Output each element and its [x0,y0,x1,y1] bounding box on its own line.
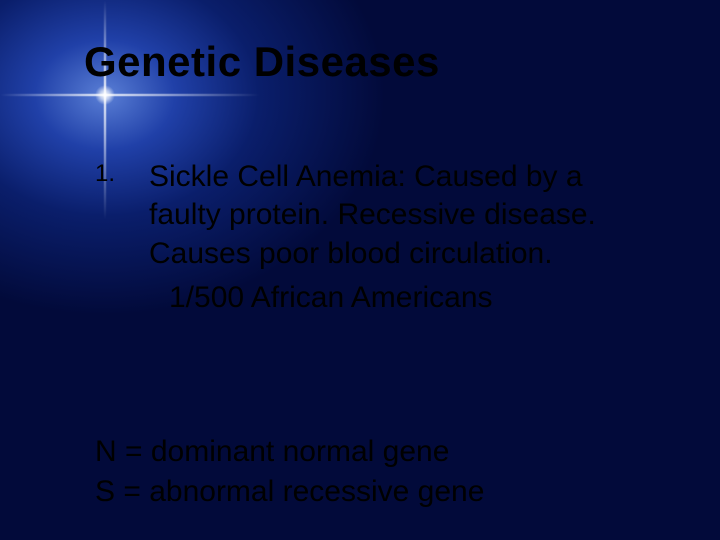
slide: Genetic Diseases 1. Sickle Cell Anemia: … [0,0,720,540]
lens-flare-core [95,85,115,105]
body-content: 1. Sickle Cell Anemia: Caused by a fault… [95,158,645,318]
gene-definitions: N = dominant normal gene S = abnormal re… [95,432,484,511]
gene-line-recessive: S = abnormal recessive gene [95,472,484,512]
list-number: 1. [95,158,149,188]
slide-title: Genetic Diseases [84,38,440,86]
list-text: Sickle Cell Anemia: Caused by a faulty p… [149,158,645,273]
gene-line-dominant: N = dominant normal gene [95,432,484,472]
lens-flare-horizontal [0,94,260,96]
list-item-1: 1. Sickle Cell Anemia: Caused by a fault… [95,158,645,273]
statistic-line: 1/500 African Americans [169,279,645,317]
